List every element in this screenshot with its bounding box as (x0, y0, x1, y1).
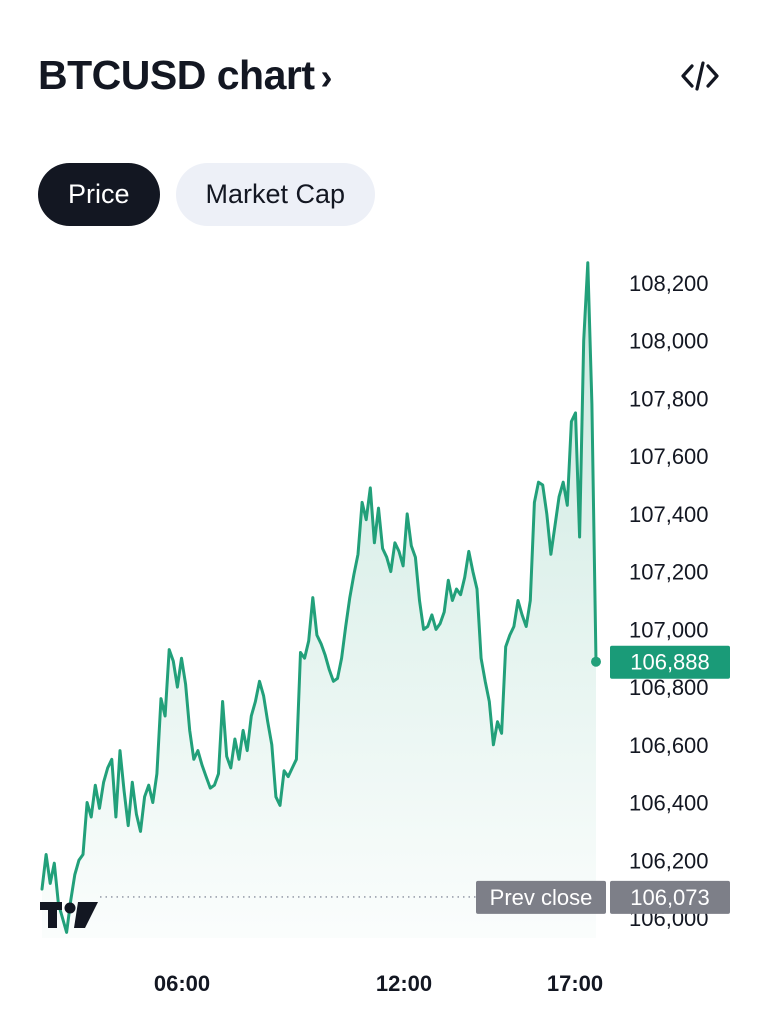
y-tick-label: 107,400 (629, 502, 709, 527)
y-tick-label: 106,800 (629, 675, 709, 700)
y-tick-label: 107,000 (629, 617, 709, 642)
y-tick-label: 106,400 (629, 791, 709, 816)
svg-text:Prev close: Prev close (490, 885, 593, 910)
y-tick-label: 108,200 (629, 271, 709, 296)
svg-text:106,073: 106,073 (630, 885, 710, 910)
x-tick-label: 17:00 (547, 971, 603, 996)
tab-price[interactable]: Price (38, 163, 160, 226)
chart-type-tabs: Price Market Cap (38, 163, 376, 226)
prev-close-value-label: 106,073 (610, 880, 730, 914)
y-tick-label: 106,200 (629, 848, 709, 873)
tradingview-logo-icon (40, 902, 98, 928)
price-chart: 108,200 108,000 107,800 107,600 107,400 107,2… (40, 261, 730, 996)
chart-header: BTCUSD chart › (38, 52, 738, 112)
prev-close-text-label: Prev close (476, 880, 606, 914)
x-tick-label: 06:00 (154, 971, 210, 996)
code-icon[interactable] (680, 56, 720, 96)
chart-title-link[interactable]: BTCUSD chart › (38, 52, 332, 99)
y-tick-label: 107,200 (629, 560, 709, 585)
y-tick-label: 107,600 (629, 444, 709, 469)
y-tick-label: 108,000 (629, 329, 709, 354)
y-tick-label: 106,600 (629, 733, 709, 758)
last-price-label: 106,888 (610, 645, 730, 679)
x-tick-label: 12:00 (376, 971, 432, 996)
chevron-right-icon: › (320, 56, 332, 97)
svg-text:106,888: 106,888 (630, 650, 710, 675)
price-line (40, 261, 598, 934)
price-area-fill (42, 262, 596, 938)
last-price-dot (591, 656, 601, 667)
chart-title: BTCUSD chart (38, 52, 315, 98)
tab-market-cap[interactable]: Market Cap (175, 163, 376, 226)
y-tick-label: 107,800 (629, 386, 709, 411)
